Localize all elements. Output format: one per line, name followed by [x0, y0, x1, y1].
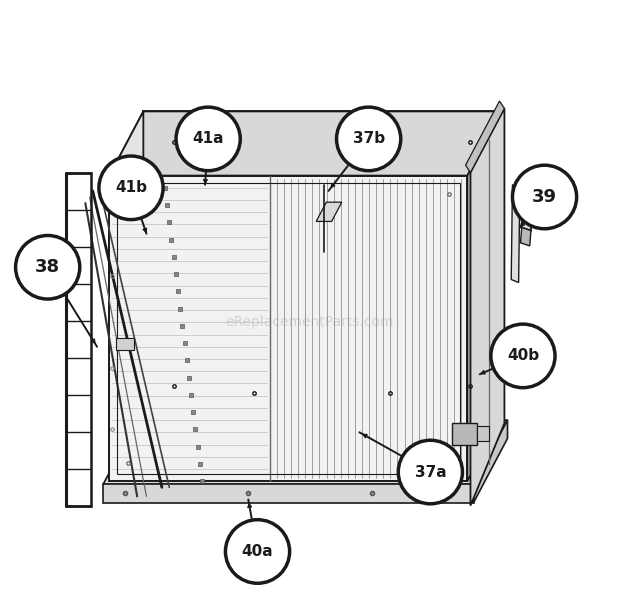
- Polygon shape: [104, 484, 474, 503]
- Polygon shape: [467, 111, 502, 481]
- Polygon shape: [109, 111, 143, 481]
- Text: 41b: 41b: [115, 181, 147, 195]
- Polygon shape: [474, 420, 508, 503]
- Circle shape: [513, 165, 577, 229]
- Polygon shape: [452, 423, 477, 445]
- Polygon shape: [109, 176, 467, 481]
- Polygon shape: [143, 111, 502, 417]
- Polygon shape: [471, 108, 505, 506]
- Polygon shape: [109, 111, 502, 176]
- Circle shape: [337, 107, 401, 171]
- Circle shape: [99, 156, 163, 220]
- Text: eReplacementParts.com: eReplacementParts.com: [226, 315, 394, 329]
- Circle shape: [491, 324, 555, 387]
- Polygon shape: [477, 426, 489, 441]
- Text: 40b: 40b: [507, 348, 539, 363]
- Text: 38: 38: [35, 258, 60, 276]
- Text: 37b: 37b: [353, 131, 384, 146]
- Circle shape: [176, 107, 241, 171]
- Polygon shape: [520, 228, 531, 246]
- Polygon shape: [115, 338, 134, 350]
- Text: 39: 39: [532, 188, 557, 206]
- Text: 37a: 37a: [415, 465, 446, 480]
- Polygon shape: [104, 420, 508, 484]
- Polygon shape: [466, 101, 505, 173]
- Polygon shape: [316, 202, 342, 222]
- Polygon shape: [512, 185, 520, 282]
- Circle shape: [16, 236, 80, 299]
- Text: 40a: 40a: [242, 544, 273, 559]
- Circle shape: [226, 519, 290, 583]
- Circle shape: [398, 440, 463, 504]
- Text: 41a: 41a: [192, 131, 224, 146]
- Polygon shape: [521, 185, 532, 231]
